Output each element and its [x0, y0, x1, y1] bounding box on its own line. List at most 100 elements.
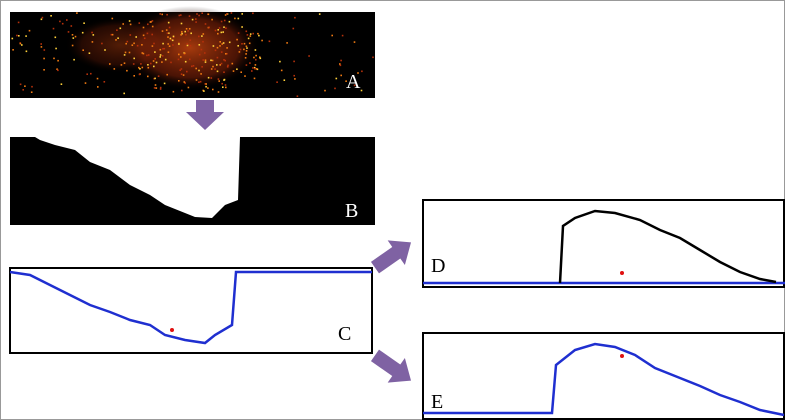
speckle-dot [130, 24, 132, 26]
speckle-dot [164, 83, 166, 85]
speckle-dot [148, 67, 150, 69]
speckle-dot [249, 43, 251, 45]
speckle-dot [241, 43, 243, 45]
speckle-dot [233, 70, 235, 72]
speckle-dot [225, 84, 227, 86]
speckle-dot [205, 61, 207, 63]
speckle-dot [153, 60, 155, 62]
speckle-dot [166, 14, 168, 16]
speckle-dot [53, 28, 55, 30]
speckle-dot [124, 54, 126, 56]
panel-a: A [10, 6, 375, 98]
speckle-dot [168, 22, 170, 24]
speckle-dot [354, 41, 356, 43]
speckle-dot [161, 14, 163, 16]
speckle-dot [199, 54, 201, 56]
speckle-dot [57, 60, 59, 62]
speckle-dot [246, 64, 248, 66]
speckle-dot [186, 28, 188, 30]
speckle-dot [193, 65, 195, 67]
speckle-dot [205, 86, 207, 88]
speckle-dot [253, 57, 255, 59]
speckle-dot [21, 44, 23, 46]
speckle-dot [144, 38, 146, 40]
speckle-dot [254, 68, 256, 70]
speckle-dot [150, 63, 152, 65]
speckle-dot [55, 48, 57, 50]
speckle-dot [82, 49, 84, 51]
speckle-dot [294, 78, 296, 80]
speckle-dot [241, 26, 243, 28]
speckle-dot [125, 43, 127, 45]
speckle-dot [82, 32, 84, 34]
centroid [620, 354, 624, 358]
speckle-dot [186, 43, 188, 45]
speckle-dot [172, 40, 174, 42]
speckle-dot [293, 75, 295, 77]
speckle-dot [133, 43, 135, 45]
speckle-dot [195, 18, 197, 20]
speckle-dot [293, 61, 295, 63]
speckle-dot [225, 53, 227, 55]
speckle-dot [211, 77, 213, 79]
speckle-dot [217, 47, 219, 49]
speckle-dot [152, 45, 154, 47]
speckle-dot [159, 13, 161, 15]
speckle-dot [18, 35, 20, 37]
speckle-dot [22, 89, 24, 91]
speckle-dot [249, 62, 251, 64]
speckle-dot [246, 31, 248, 33]
speckle-dot [160, 87, 162, 89]
speckle-dot [205, 83, 207, 85]
speckle-dot [214, 68, 216, 70]
speckle-dot [279, 61, 281, 63]
speckle-dot [20, 84, 22, 86]
speckle-dot [155, 84, 157, 86]
speckle-dot [200, 73, 202, 75]
speckle-dot [281, 70, 283, 72]
speckle-dot [183, 74, 185, 76]
speckle-dot [186, 71, 188, 73]
speckle-dot [216, 64, 218, 66]
speckle-dot [86, 73, 88, 75]
speckle-dot [162, 30, 164, 32]
speckle-dot [112, 18, 114, 20]
speckle-dot [154, 87, 156, 89]
speckle-dot [229, 42, 231, 44]
speckle-dot [246, 47, 248, 49]
speckle-dot [172, 44, 174, 46]
panel-d: D [423, 200, 785, 287]
speckle-dot [198, 81, 200, 83]
speckle-dot [260, 58, 262, 60]
speckle-dot [120, 28, 122, 30]
speckle-dot [211, 68, 213, 70]
speckle-dot [205, 59, 207, 61]
speckle-dot [127, 41, 129, 43]
panel-label: E [431, 391, 443, 413]
speckle-dot [286, 42, 288, 44]
speckle-dot [154, 51, 156, 53]
speckle-dot [184, 53, 186, 55]
speckle-dot [211, 19, 213, 21]
speckle-dot [238, 18, 240, 20]
speckle-dot [231, 12, 233, 14]
speckle-dot [212, 66, 214, 68]
speckle-dot [178, 59, 180, 61]
speckle-dot [178, 54, 180, 56]
speckle-dot [142, 67, 144, 69]
speckle-dot [124, 62, 126, 64]
speckle-dot [16, 35, 18, 37]
panel-label: A [346, 71, 361, 93]
speckle-dot [66, 19, 68, 21]
speckle-dot [168, 51, 170, 53]
speckle-dot [223, 59, 225, 61]
speckle-dot [112, 34, 114, 36]
speckle-dot [255, 64, 257, 66]
speckle-dot [308, 55, 310, 57]
speckle-dot [257, 33, 259, 35]
speckle-dot [195, 68, 197, 70]
speckle-dot [208, 77, 210, 79]
speckle-dot [160, 49, 162, 51]
speckle-dot [93, 34, 95, 36]
speckle-dot [151, 34, 153, 36]
